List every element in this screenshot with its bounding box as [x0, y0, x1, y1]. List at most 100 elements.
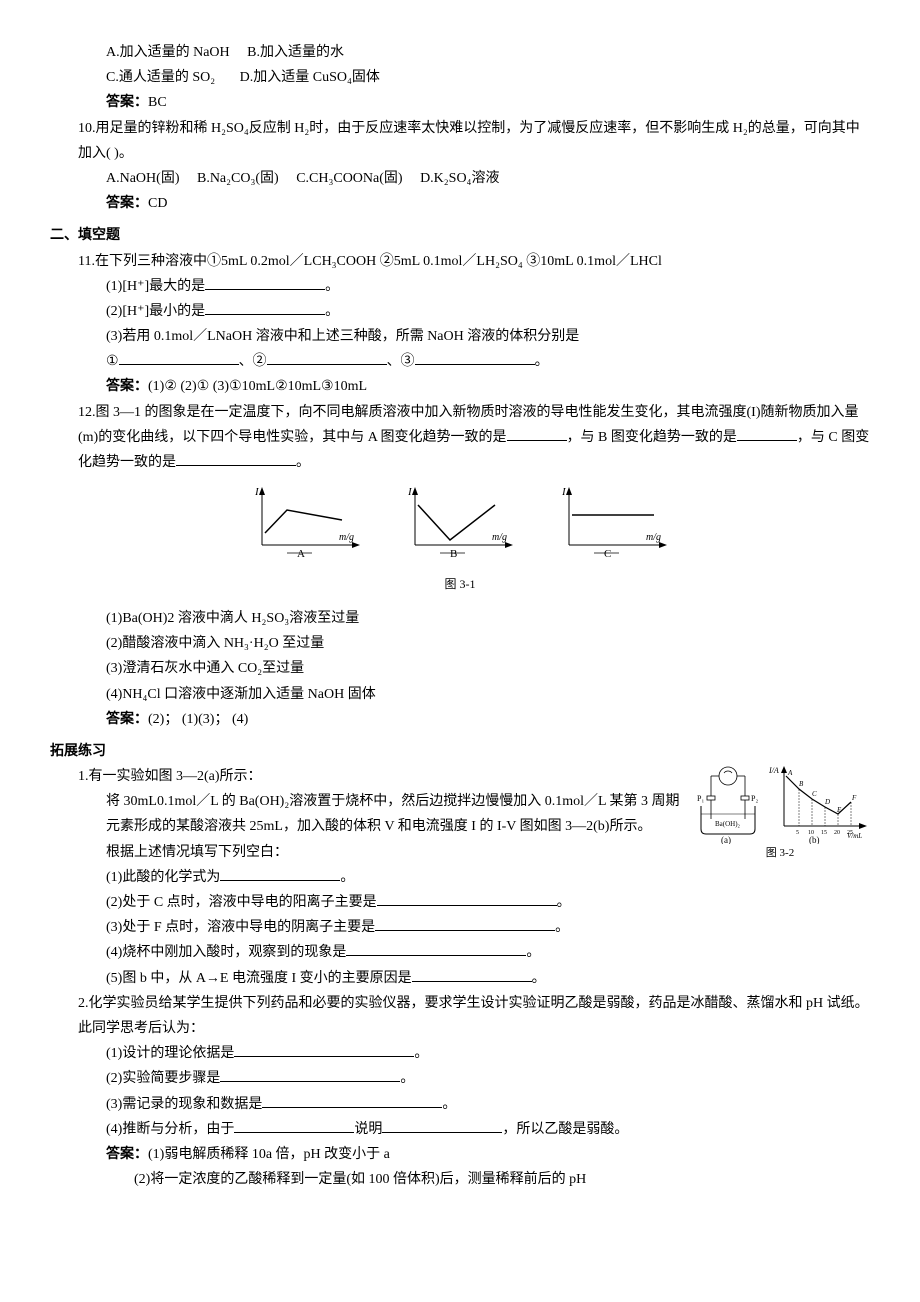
q10-stem: 10.用足量的锌粉和稀 H₂SO₄反应制 H₂时，由于反应速率太快难以控制，为了…: [78, 116, 870, 166]
q10-options: A.NaOH(固) B.Na₂CO₃(固) C.CH₃COONa(固) D.K₂…: [106, 166, 870, 191]
q9-options-row2: C.通人适量的 SO₂ D.加入适量 CuSO₄固体: [106, 65, 870, 90]
chartC-x: m/g: [646, 532, 661, 543]
q11-p3-1: ①: [106, 354, 119, 369]
q10-optD: D.K₂SO₄溶液: [420, 171, 499, 186]
q9-options-row1: A.加入适量的 NaOH B.加入适量的水: [106, 40, 870, 65]
section3-title: 拓展练习: [50, 739, 870, 764]
svg-text:F: F: [851, 794, 857, 802]
q9-optB: B.加入适量的水: [247, 45, 344, 60]
fig32b-label: (b): [809, 835, 820, 844]
ext1-p1b: 。: [340, 870, 354, 885]
blank: [507, 426, 567, 441]
svg-text:B: B: [799, 780, 804, 788]
ext2-p1a: (1)设计的理论依据是: [106, 1046, 234, 1061]
chart-B: I m/g B: [400, 485, 520, 560]
q11-p2a: (2)[H⁺]最小的是: [106, 304, 205, 319]
svg-text:5: 5: [796, 830, 799, 836]
q11-p3-2: 、②: [239, 354, 267, 369]
blank: [119, 350, 239, 365]
chartA-tag: A: [297, 548, 305, 560]
q12-p2: (2)醋酸溶液中滴入 NH₃·H₂O 至过量: [106, 631, 870, 656]
svg-text:25: 25: [847, 830, 853, 836]
ext2-p3a: (3)需记录的现象和数据是: [106, 1097, 262, 1112]
q10-optA: A.NaOH(固): [106, 171, 179, 186]
chartB-x: m/g: [492, 532, 507, 543]
blank: [234, 1042, 414, 1057]
q12-p4: (4)NH₄Cl 口溶液中逐渐加入适量 NaOH 固体: [106, 682, 870, 707]
ext1-p5b: 。: [532, 971, 546, 986]
q11-p1a: (1)[H⁺]最大的是: [106, 279, 205, 294]
answer-label: 答案：: [106, 379, 148, 394]
blank: [267, 350, 387, 365]
ext1-p2b: 。: [557, 895, 571, 910]
answer-label: 答案：: [106, 712, 148, 727]
svg-text:15: 15: [821, 830, 827, 836]
blank: [375, 916, 555, 931]
ext2-p2: (2)实验简要步骤是 。: [106, 1066, 870, 1091]
ext2-p2a: (2)实验简要步骤是: [106, 1071, 220, 1086]
q9-optD: D.加入适量 CuSO₄固体: [240, 70, 380, 85]
fig32-caption: 图 3-2: [690, 844, 870, 864]
q12-stem4: 。: [296, 455, 310, 470]
blank: [377, 891, 557, 906]
blank: [234, 1118, 354, 1133]
ext2-p3b: 。: [442, 1097, 456, 1112]
q12-stem: 12.图 3—1 的图象是在一定温度下，向不同电解质溶液中加入新物质时溶液的导电…: [78, 400, 870, 476]
q9-answer-value: BC: [148, 95, 167, 110]
fig32b-y: I/A: [769, 766, 779, 775]
q9-optC: C.通人适量的 SO₂: [106, 70, 215, 85]
section2-title: 二、填空题: [50, 223, 870, 248]
ext2-p4c: ，所以乙酸是弱酸。: [502, 1122, 628, 1137]
ext1-p3: (3)处于 F 点时，溶液中导电的阴离子主要是。: [106, 915, 870, 940]
ext2-p1b: 。: [414, 1046, 428, 1061]
q10-answer-value: CD: [148, 196, 167, 211]
chartA-y: I: [254, 486, 260, 498]
ext2-p2b: 。: [400, 1071, 414, 1086]
chartB-y: I: [407, 486, 413, 498]
blank: [220, 1067, 400, 1082]
q10-answer: 答案：CD: [106, 191, 870, 216]
svg-text:E: E: [836, 806, 842, 814]
ext1-p1: (1)此酸的化学式为。: [106, 865, 870, 890]
q11-answer: 答案：(1)② (2)① (3)①10mL②10mL③10mL: [106, 374, 870, 399]
svg-text:C: C: [812, 790, 817, 798]
ext1-p3b: 。: [555, 920, 569, 935]
blank: [412, 967, 532, 982]
ext1-p4a: (4)烧杯中刚加入酸时，观察到的现象是: [106, 945, 346, 960]
q11-p3-3: 、③: [387, 354, 415, 369]
ext2-p3: (3)需记录的现象和数据是 。: [106, 1092, 870, 1117]
q11-p1: (1)[H⁺]最大的是。: [106, 274, 870, 299]
ext1-p5: (5)图 b 中，从 A→E 电流强度 I 变小的主要原因是。: [106, 966, 870, 991]
blank: [415, 350, 535, 365]
chartC-y: I: [561, 486, 567, 498]
svg-text:A: A: [787, 769, 793, 777]
chartA-x: m/g: [339, 532, 354, 543]
ext2-answer1: (1)弱电解质稀释 10a 倍，pH 改变小于 a: [148, 1147, 390, 1162]
chartB-tag: B: [450, 548, 457, 560]
q9-answer: 答案：BC: [106, 90, 870, 115]
ext1-p2: (2)处于 C 点时，溶液中导电的阳离子主要是 。: [106, 890, 870, 915]
q12-p3: (3)澄清石灰水中通入 CO₂至过量: [106, 656, 870, 681]
answer-label: 答案：: [106, 1147, 148, 1162]
ext2-p1: (1)设计的理论依据是 。: [106, 1041, 870, 1066]
ext2-answer2: (2)将一定浓度的乙酸稀释到一定量(如 100 倍体积)后，测量稀释前后的 pH: [134, 1167, 870, 1192]
answer-label: 答案：: [106, 95, 148, 110]
ext1-p2a: (2)处于 C 点时，溶液中导电的阳离子主要是: [106, 895, 377, 910]
ext2-stem: 2.化学实验员给某学生提供下列药品和必要的实验仪器，要求学生设计实验证明乙酸是弱…: [78, 991, 870, 1041]
ext2-p4b: 说明: [354, 1122, 382, 1137]
fig32a-apparatus: P₁ P₂ Ba(OH)₂ (a): [691, 764, 766, 844]
q11-p3-blanks: ①、②、③。: [106, 349, 870, 374]
q10-optB: B.Na₂CO₃(固): [197, 171, 279, 186]
blank: [737, 426, 797, 441]
ext2-p4: (4)推断与分析，由于说明，所以乙酸是弱酸。: [106, 1117, 870, 1142]
ext2-answer: 答案：(1)弱电解质稀释 10a 倍，pH 改变小于 a: [106, 1142, 870, 1167]
blank: [382, 1118, 502, 1133]
fig32a-p1: P₁: [697, 794, 704, 803]
fig32a-p2: P₂: [751, 794, 758, 803]
svg-text:20: 20: [834, 830, 840, 836]
q9-optA: A.加入适量的 NaOH: [106, 45, 230, 60]
q12-answer-value: (2)； (1)(3)； (4): [148, 712, 248, 727]
q12-stem2: ，与 B 图变化趋势一致的是: [567, 430, 737, 445]
q11-stem: 11.在下列三种溶液中①5mL 0.2mol／LCH₃COOH ②5mL 0.1…: [78, 249, 870, 274]
fig32b-graph: I/A V/mL A B C D E F 5 10 15 20 25 (b): [769, 764, 869, 844]
